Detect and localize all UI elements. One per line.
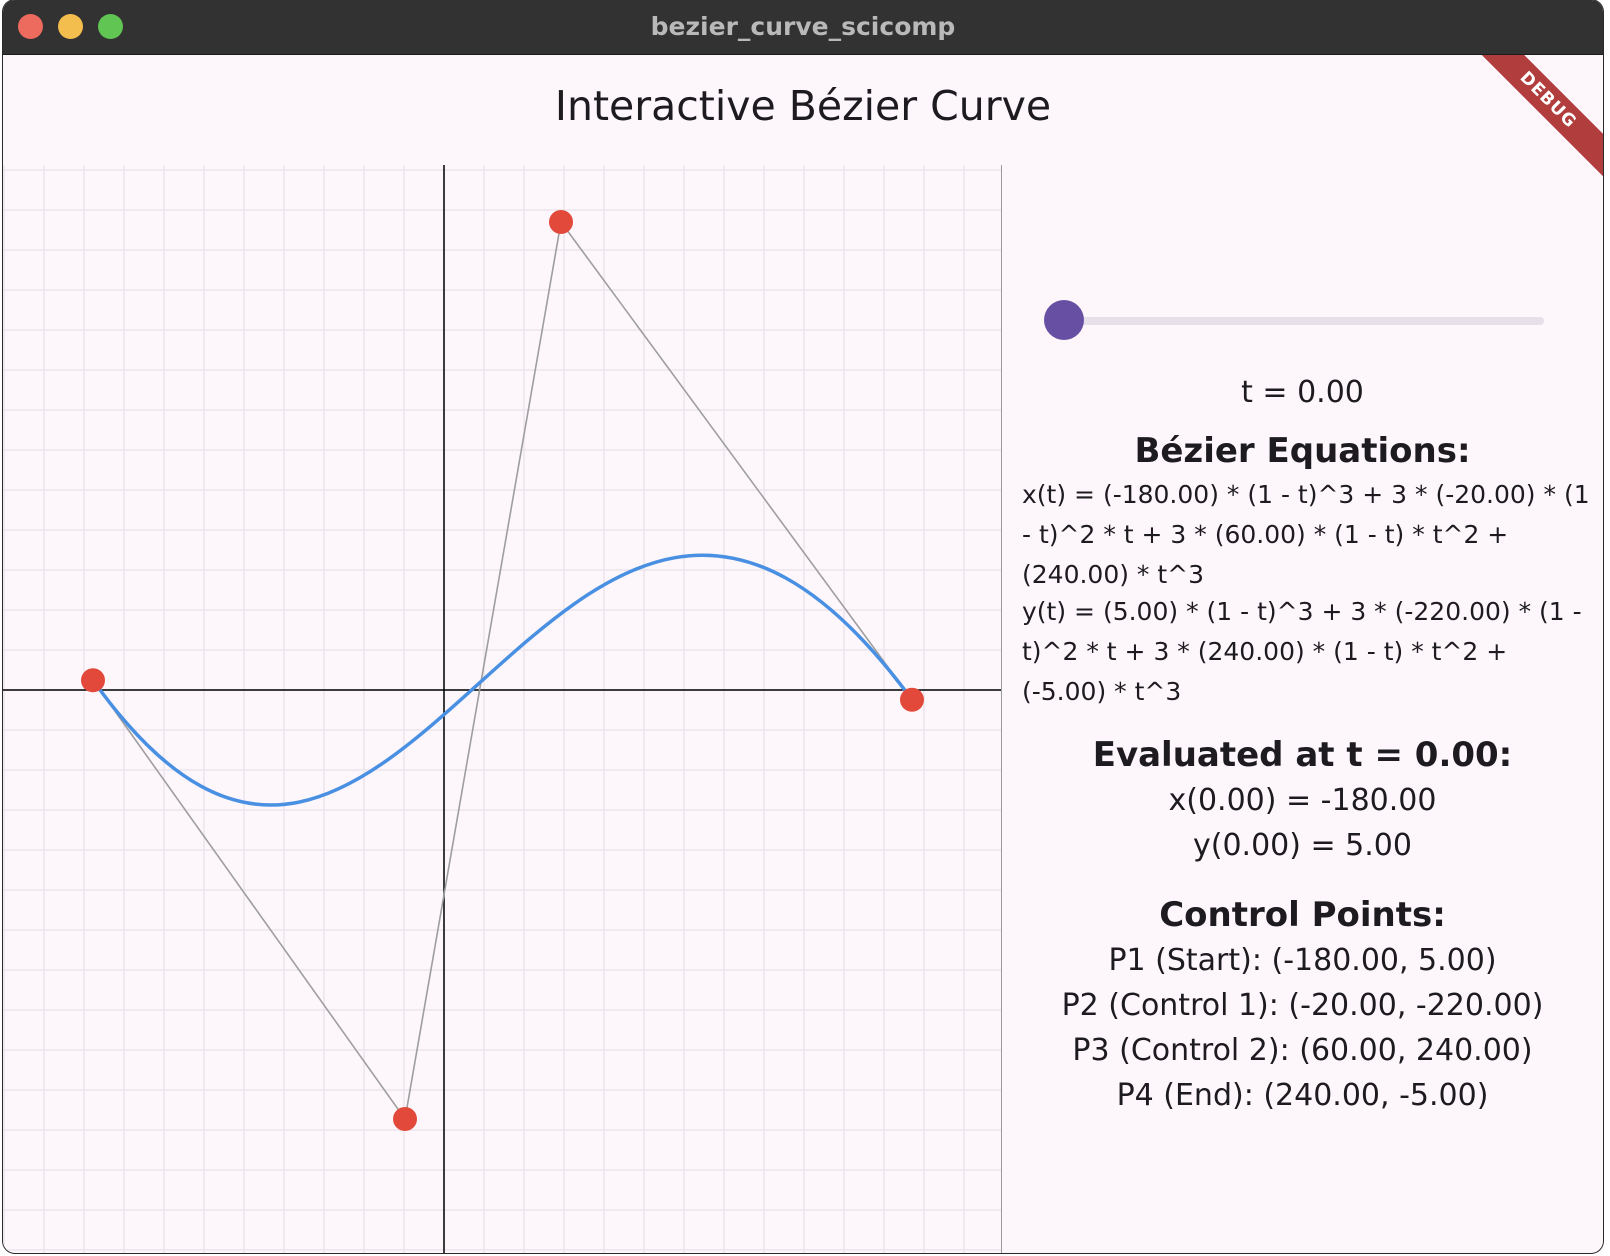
- t-slider-track[interactable]: [1064, 317, 1544, 325]
- control-point-p4: P4 (End): (240.00, -5.00): [1116, 1078, 1489, 1113]
- control-point-handle-p2[interactable]: [393, 1107, 417, 1131]
- maximize-window-button[interactable]: [98, 14, 123, 39]
- control-point-handle-p4[interactable]: [900, 687, 924, 712]
- equations-heading: Bézier Equations:: [1134, 431, 1471, 471]
- bezier-canvas[interactable]: [3, 165, 1002, 1253]
- x-equation: x(t) = (-180.00) * (1 - t)^3 + 3 * (-20.…: [1022, 480, 1590, 589]
- t-slider-thumb[interactable]: [1044, 300, 1084, 340]
- y-evaluated-value: y(0.00) = 5.00: [1193, 828, 1412, 863]
- x-evaluated-value: x(0.00) = -180.00: [1168, 783, 1437, 818]
- close-window-button[interactable]: [18, 14, 43, 39]
- control-point-p1: P1 (Start): (-180.00, 5.00): [1108, 943, 1497, 978]
- minimize-window-button[interactable]: [58, 14, 83, 39]
- window-title: bezier_curve_scicomp: [650, 12, 956, 41]
- control-point-p2: P2 (Control 1): (-20.00, -220.00): [1061, 988, 1544, 1023]
- y-equation: y(t) = (5.00) * (1 - t)^3 + 3 * (-220.00…: [1022, 597, 1582, 706]
- title-bar: bezier_curve_scicomp: [3, 0, 1603, 55]
- bezier-curve: [91, 553, 914, 807]
- grid-lines: [3, 165, 1001, 1253]
- t-value-label: t = 0.00: [1241, 375, 1364, 410]
- t-slider[interactable]: [1044, 295, 1544, 345]
- page-title: Interactive Bézier Curve: [554, 82, 1052, 130]
- info-panel: t = 0.00 Bézier Equations: x(t) = (-180.…: [1002, 165, 1603, 1253]
- control-polygon: [92, 220, 913, 1122]
- control-point-handle-p3[interactable]: [549, 210, 573, 234]
- evaluated-heading: Evaluated at t = 0.00:: [1092, 735, 1513, 775]
- control-points[interactable]: [81, 210, 924, 1131]
- control-points-heading: Control Points:: [1159, 895, 1446, 935]
- control-point-p3: P3 (Control 2): (60.00, 240.00): [1072, 1033, 1533, 1068]
- control-point-handle-p1[interactable]: [81, 668, 105, 693]
- app-window: bezier_curve_scicomp DEBUG Interactive B…: [3, 0, 1603, 1253]
- bezier-plot[interactable]: [3, 165, 1001, 1253]
